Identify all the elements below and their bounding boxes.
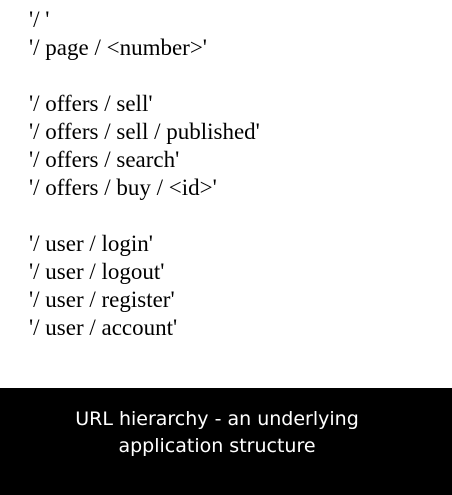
route-line: '/ user / logout' xyxy=(29,258,449,286)
route-group-root: '/ ' '/ page / <number>' xyxy=(29,6,449,62)
route-line: '/ user / register' xyxy=(29,286,449,314)
caption-line-2: application structure xyxy=(0,433,434,460)
route-line: '/ page / <number>' xyxy=(29,34,449,62)
route-line: '/ offers / buy / <id>' xyxy=(29,174,449,202)
route-group-offers: '/ offers / sell' '/ offers / sell / pub… xyxy=(29,90,449,202)
route-line: '/ user / login' xyxy=(29,230,449,258)
caption: URL hierarchy - an underlying applicatio… xyxy=(0,406,434,460)
route-line: '/ ' xyxy=(29,6,449,34)
route-line: '/ offers / search' xyxy=(29,146,449,174)
route-line: '/ offers / sell / published' xyxy=(29,118,449,146)
caption-line-1: URL hierarchy - an underlying xyxy=(0,406,434,433)
caption-bar: URL hierarchy - an underlying applicatio… xyxy=(0,388,452,495)
route-line: '/ offers / sell' xyxy=(29,90,449,118)
url-route-list: '/ ' '/ page / <number>' '/ offers / sel… xyxy=(29,6,449,342)
route-line: '/ user / account' xyxy=(29,314,449,342)
route-group-user: '/ user / login' '/ user / logout' '/ us… xyxy=(29,230,449,342)
